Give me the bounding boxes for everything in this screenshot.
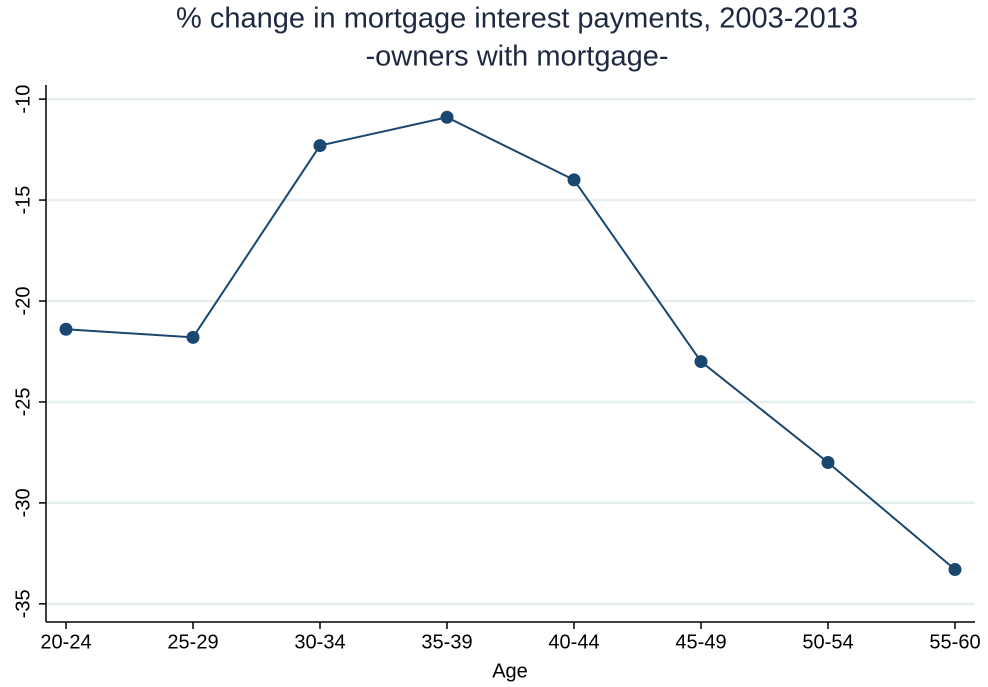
data-point bbox=[821, 456, 835, 470]
y-tick-label: -30 bbox=[12, 488, 34, 517]
y-tick-label: -10 bbox=[12, 85, 34, 114]
x-tick-label: 30-34 bbox=[294, 631, 345, 653]
x-tick-label: 50-54 bbox=[802, 631, 853, 653]
x-tick-label: 55-60 bbox=[929, 631, 980, 653]
data-point bbox=[313, 139, 327, 153]
x-tick-label: 20-24 bbox=[40, 631, 91, 653]
data-point bbox=[186, 330, 200, 344]
data-point bbox=[59, 322, 73, 336]
x-tick-label: 35-39 bbox=[421, 631, 472, 653]
y-tick-label: -20 bbox=[12, 287, 34, 316]
y-tick-label: -25 bbox=[12, 387, 34, 416]
x-tick-label: 25-29 bbox=[167, 631, 218, 653]
chart-title: % change in mortgage interest payments, … bbox=[176, 3, 858, 35]
x-tick-label: 40-44 bbox=[548, 631, 599, 653]
x-tick-label: 45-49 bbox=[675, 631, 726, 653]
data-point bbox=[694, 355, 708, 369]
data-point bbox=[440, 110, 454, 124]
chart-subtitle: -owners with mortgage- bbox=[366, 41, 669, 73]
y-tick-label: -15 bbox=[12, 186, 34, 215]
x-axis-label: Age bbox=[492, 660, 528, 682]
y-tick-label: -35 bbox=[12, 589, 34, 618]
data-point bbox=[948, 563, 962, 577]
line-series bbox=[65, 116, 956, 571]
data-point bbox=[567, 173, 581, 187]
